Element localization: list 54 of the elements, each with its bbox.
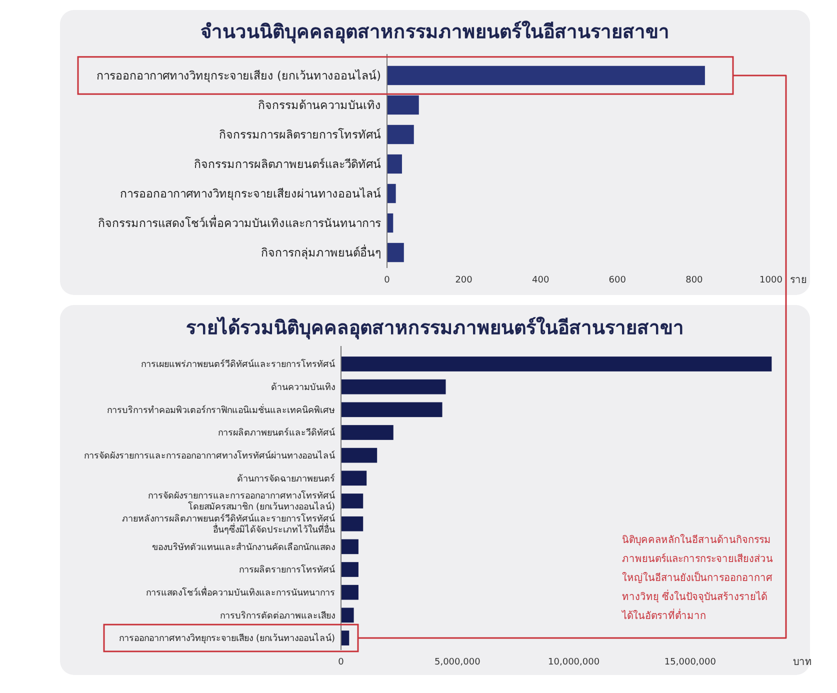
bar bbox=[341, 608, 354, 623]
bar bbox=[387, 95, 419, 115]
x-tick-label: 1000 bbox=[760, 275, 783, 286]
y-tick-label: ด้านความบันเทิง bbox=[271, 382, 335, 393]
x-tick-label: 600 bbox=[608, 275, 626, 286]
x-axis-title: บาท bbox=[793, 657, 812, 668]
bar bbox=[341, 584, 358, 600]
y-tick-label: การเผยแพร่ภาพยนตร์วีดิทัศน์และรายการโทรทัศน์ bbox=[141, 358, 335, 370]
x-tick-label: 10,000,000 bbox=[548, 657, 600, 668]
y-tick-label: กิจการกลุ่มภาพยนต์อื่นๆ bbox=[261, 244, 381, 260]
bar bbox=[341, 494, 364, 508]
chart-title: จำนวนนิติบุคคลอุตสาหกรรมภาพยนตร์ในอีสานรายสาขา bbox=[200, 20, 670, 44]
y-tick-label: การบริการทำคอมพิวเตอร์กราฟิกแอนิเมชั่นและเทคนิคพิเศษ bbox=[107, 402, 335, 416]
annotation: นิติบุคคลหลักในอีสานด้านกิจกรรม ภาพยนตร์และการกระจายเสียงส่วน ใหญ่ในอีสานยังเป็นการออกอากาศ ทางวิทยุ ซึ่งในปัจจุบันสร้างรายได้ ได้ในอัตราที่ต่ำมาก bbox=[621, 534, 773, 622]
x-tick-label: 400 bbox=[532, 275, 550, 286]
y-tick-label: การผลิตรายการโทรทัศน์ bbox=[239, 564, 335, 576]
y-tick-label: การออกอากาศทางวิทยุกระจายเสียง (ยกเว้นทางออนไลน์) bbox=[119, 632, 335, 644]
bar bbox=[341, 516, 364, 532]
y-tick-label: ด้านการจัดฉายภาพยนตร์ bbox=[237, 472, 335, 484]
y-tick-label: การออกอากาศทางวิทยุกระจายเสียง (ยกเว้นทางออนไลน์) bbox=[96, 68, 381, 83]
y-tick-label: กิจกรรมการผลิตภาพยนตร์และวีดิทัศน์ bbox=[194, 157, 381, 172]
x-tick-label: 15,000,000 bbox=[664, 657, 716, 668]
y-tick-label: การแสดงโชว์เพื่อความบันเทิงและการนันทนาการ bbox=[146, 585, 335, 598]
bar bbox=[341, 630, 350, 646]
x-tick-label: 0 bbox=[338, 657, 344, 668]
x-tick-label: 0 bbox=[384, 275, 390, 286]
bar bbox=[341, 379, 446, 394]
y-tick-label: การจัดผังรายการและการออกอากาศทางโทรทัศน์ผ่านทางออนไลน์ bbox=[84, 449, 335, 462]
bar bbox=[387, 66, 705, 86]
y-tick-label: กิจกรรมด้านความบันเทิง bbox=[258, 98, 381, 112]
bar bbox=[341, 356, 772, 372]
y-tick-label: ภายหลังการผลิตภาพยนตร์วีดิทัศน์และรายการโทรทัศน์ อื่นๆซึ่งมิได้จัดประเภทไว้ในที่อื่น bbox=[122, 512, 335, 536]
y-tick-label: การผลิตภาพยนตร์และวีดิทัศน์ bbox=[218, 426, 335, 439]
bar bbox=[387, 124, 414, 144]
x-tick-label: 200 bbox=[455, 275, 473, 286]
bar bbox=[341, 539, 358, 554]
x-axis-title: ราย bbox=[790, 275, 807, 286]
y-tick-label: กิจกรรมการผลิตรายการโทรทัศน์ bbox=[219, 128, 381, 142]
x-tick-label: 800 bbox=[686, 275, 704, 286]
y-tick-label: กิจกรรมการแสดงโชว์เพื่อความบันเทิงและการนันทนาการ bbox=[98, 215, 381, 230]
bar bbox=[387, 242, 404, 262]
bar bbox=[341, 470, 367, 486]
y-tick-label: ของบริษัทตัวแทนและสำนักงานคัดเลือกนักแสดง bbox=[152, 542, 335, 553]
bar bbox=[341, 425, 394, 440]
bar bbox=[341, 448, 378, 463]
bar bbox=[387, 154, 402, 174]
bar bbox=[341, 562, 358, 577]
y-tick-label: การออกอากาศทางวิทยุกระจายเสียงผ่านทางออนไลน์ bbox=[120, 186, 381, 201]
bar bbox=[341, 402, 442, 418]
y-tick-label: การจัดผังรายการและการออกอากาศทางโทรทัศน์ โดยสมัครสมาชิก (ยกเว้นทางออนไลน์) bbox=[148, 490, 335, 513]
x-tick-label: 5,000,000 bbox=[434, 657, 481, 668]
y-tick-label: การบริการตัดต่อภาพและเสียง bbox=[220, 610, 335, 622]
bar bbox=[387, 184, 396, 204]
chart-title: รายได้รวมนิติบุคคลอุตสาหกรรมภาพยนตร์ในอีสานรายสาขา bbox=[186, 316, 684, 340]
